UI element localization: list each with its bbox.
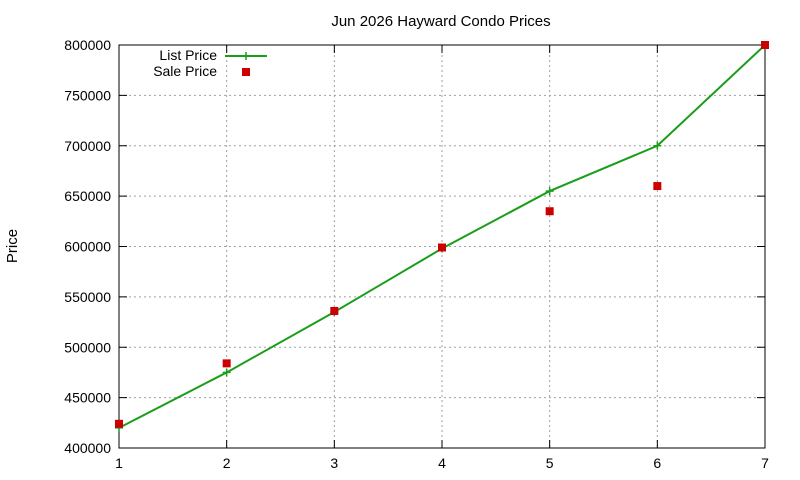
chart-title: Jun 2026 Hayward Condo Prices bbox=[331, 13, 550, 30]
y-tick-label: 450000 bbox=[64, 390, 111, 406]
y-tick-label: 750000 bbox=[64, 87, 111, 103]
sale-price-point bbox=[438, 243, 446, 252]
axis-ticks: 400000 450000 500000 550000 600000 650000 7000… bbox=[64, 37, 769, 471]
x-tick-label: 5 bbox=[546, 455, 554, 471]
y-tick-label: 800000 bbox=[64, 37, 111, 53]
sale-price-point bbox=[653, 182, 662, 191]
y-tick-label: 650000 bbox=[64, 188, 111, 204]
x-tick-label: 4 bbox=[438, 455, 446, 471]
list-price-point bbox=[222, 368, 231, 377]
list-price-point bbox=[653, 141, 662, 150]
x-tick-label: 3 bbox=[330, 455, 338, 471]
legend-label-list-price: List Price bbox=[159, 47, 217, 63]
sale-price-point bbox=[761, 41, 769, 49]
plot-frame bbox=[118, 44, 766, 449]
sale-price-point bbox=[545, 207, 554, 216]
y-tick-label: 700000 bbox=[64, 138, 111, 154]
x-tick-label: 6 bbox=[653, 455, 661, 471]
y-tick-label: 500000 bbox=[64, 339, 111, 355]
sale-price-point bbox=[222, 359, 231, 368]
y-axis-label: Price bbox=[4, 229, 21, 263]
legend-label-sale-price: Sale Price bbox=[153, 63, 217, 79]
x-tick-label: 7 bbox=[761, 455, 769, 471]
y-tick-label: 600000 bbox=[64, 239, 111, 255]
list-price-point bbox=[545, 187, 554, 196]
sale-price-point bbox=[115, 419, 123, 428]
series-layer bbox=[115, 41, 769, 432]
y-tick-label: 550000 bbox=[64, 289, 111, 305]
legend-swatch-sale-price bbox=[242, 68, 250, 76]
x-tick-label: 2 bbox=[223, 455, 231, 471]
y-tick-label: 400000 bbox=[64, 440, 111, 456]
sale-price-point bbox=[330, 306, 339, 315]
x-tick-label: 1 bbox=[115, 455, 123, 471]
